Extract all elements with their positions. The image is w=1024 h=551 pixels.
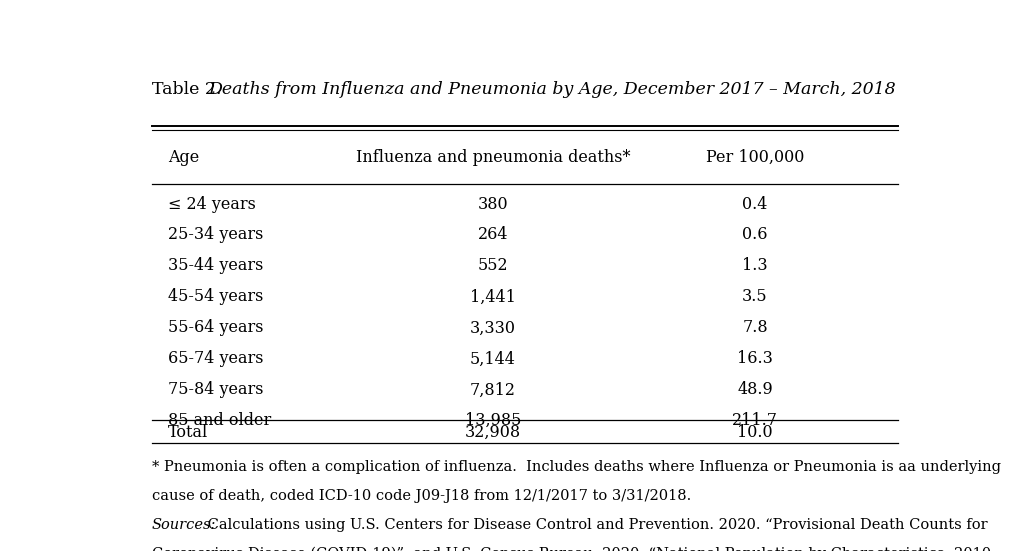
Text: 264: 264 (478, 226, 508, 244)
Text: 7,812: 7,812 (470, 381, 516, 398)
Text: 16.3: 16.3 (737, 350, 773, 368)
Text: 45-54 years: 45-54 years (168, 288, 263, 305)
Text: 1,441: 1,441 (470, 288, 516, 305)
Text: cause of death, coded ICD-10 code J09-J18 from 12/1/2017 to 3/31/2018.: cause of death, coded ICD-10 code J09-J1… (152, 489, 691, 503)
Text: Coronavirus Disease (COVID-19)”; and U.S. Census Bureau. 2020. “National Populat: Coronavirus Disease (COVID-19)”; and U.S… (152, 547, 995, 551)
Text: Calculations using U.S. Centers for Disease Control and Prevention. 2020. “Provi: Calculations using U.S. Centers for Dise… (203, 518, 987, 532)
Text: 7.8: 7.8 (742, 320, 768, 337)
Text: Influenza and pneumonia deaths*: Influenza and pneumonia deaths* (355, 149, 631, 166)
Text: Deaths from Influenza and Pneumonia by Age, December 2017 – March, 2018: Deaths from Influenza and Pneumonia by A… (208, 81, 896, 98)
Text: 211.7: 211.7 (732, 412, 778, 429)
Text: 0.6: 0.6 (742, 226, 768, 244)
Text: 10.0: 10.0 (737, 424, 773, 441)
Text: ≤ 24 years: ≤ 24 years (168, 196, 256, 213)
Text: 75-84 years: 75-84 years (168, 381, 263, 398)
Text: 55-64 years: 55-64 years (168, 320, 263, 337)
Text: 13,985: 13,985 (465, 412, 521, 429)
Text: 3.5: 3.5 (742, 288, 768, 305)
Text: Per 100,000: Per 100,000 (706, 149, 804, 166)
Text: 48.9: 48.9 (737, 381, 773, 398)
Text: 380: 380 (478, 196, 508, 213)
Text: 25-34 years: 25-34 years (168, 226, 263, 244)
Text: 32,908: 32,908 (465, 424, 521, 441)
Text: 85 and older: 85 and older (168, 412, 271, 429)
Text: 3,330: 3,330 (470, 320, 516, 337)
Text: Table 2.: Table 2. (152, 81, 226, 98)
Text: 65-74 years: 65-74 years (168, 350, 263, 368)
Text: 552: 552 (478, 257, 508, 274)
Text: Age: Age (168, 149, 199, 166)
Text: * Pneumonia is often a complication of influenza.  Includes deaths where Influen: * Pneumonia is often a complication of i… (152, 461, 1000, 474)
Text: Sources:: Sources: (152, 518, 216, 532)
Text: Total: Total (168, 424, 208, 441)
Text: 5,144: 5,144 (470, 350, 516, 368)
Text: 35-44 years: 35-44 years (168, 257, 263, 274)
Text: 1.3: 1.3 (742, 257, 768, 274)
Text: 0.4: 0.4 (742, 196, 768, 213)
